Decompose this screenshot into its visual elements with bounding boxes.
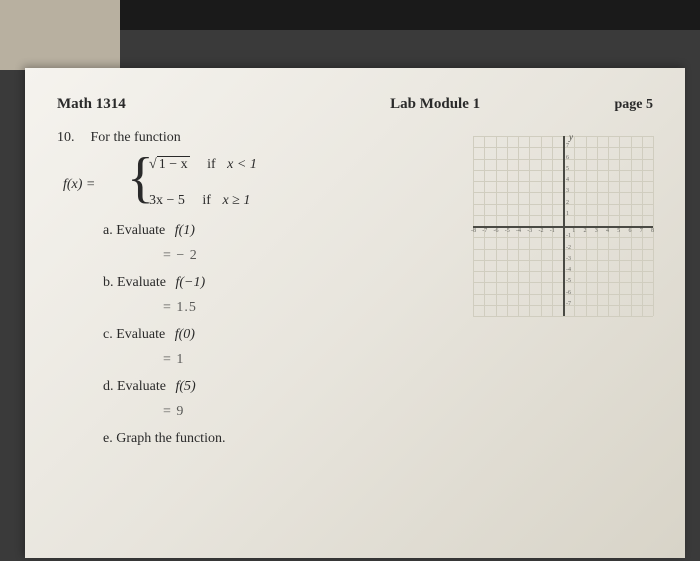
problem-intro: For the function bbox=[91, 130, 181, 145]
piece1-cond: x < 1 bbox=[227, 157, 257, 172]
x-tick-label: -3 bbox=[527, 228, 532, 234]
y-tick-label: -2 bbox=[566, 245, 571, 251]
c-answer: = 1 bbox=[163, 349, 653, 370]
piece1-radicand: 1 − x bbox=[157, 156, 190, 172]
y-tick-label: 6 bbox=[566, 155, 569, 161]
y-tick-label: 4 bbox=[566, 177, 569, 183]
d-text: Evaluate bbox=[117, 379, 166, 394]
e-label: e. bbox=[103, 431, 113, 446]
piece1-sqrt-sym: √ bbox=[149, 157, 157, 172]
y-axis bbox=[563, 136, 565, 316]
d-answer: = 9 bbox=[163, 401, 653, 422]
x-tick-label: -4 bbox=[516, 228, 521, 234]
c-fn: f(0) bbox=[175, 327, 195, 342]
grid-v-line bbox=[653, 136, 654, 316]
b-text: Evaluate bbox=[117, 275, 166, 290]
x-tick-label: 3 bbox=[595, 228, 598, 234]
laptop-edge bbox=[120, 0, 700, 30]
y-tick-label: -4 bbox=[566, 267, 571, 273]
subpart-e: e. Graph the function. bbox=[103, 428, 653, 449]
page-number: page 5 bbox=[614, 97, 653, 113]
x-tick-label: 2 bbox=[584, 228, 587, 234]
x-tick-label: -2 bbox=[539, 228, 544, 234]
subpart-d: d. Evaluate f(5) bbox=[103, 376, 653, 397]
x-tick-label: -6 bbox=[494, 228, 499, 234]
e-text: Graph the function. bbox=[116, 431, 225, 446]
a-fn: f(1) bbox=[175, 223, 195, 238]
d-label: d. bbox=[103, 379, 114, 394]
grid-h-line bbox=[473, 316, 653, 317]
y-axis-label: y bbox=[569, 132, 573, 142]
y-tick-label: 7 bbox=[566, 143, 569, 149]
d-fn: f(5) bbox=[175, 379, 195, 394]
y-tick-label: 2 bbox=[566, 200, 569, 206]
y-tick-label: -3 bbox=[566, 256, 571, 262]
subpart-c: c. Evaluate f(0) bbox=[103, 324, 653, 345]
x-tick-label: -5 bbox=[505, 228, 510, 234]
y-tick-label: 3 bbox=[566, 188, 569, 194]
y-tick-label: -5 bbox=[566, 278, 571, 284]
a-label: a. bbox=[103, 223, 113, 238]
x-tick-label: 4 bbox=[606, 228, 609, 234]
piece-1: √1 − x if x < 1 bbox=[149, 154, 257, 175]
y-tick-label: 1 bbox=[566, 211, 569, 217]
worksheet-paper: Math 1314 Lab Module 1 page 5 10. For th… bbox=[25, 68, 685, 558]
x-tick-label: -7 bbox=[482, 228, 487, 234]
x-tick-label: 1 bbox=[572, 228, 575, 234]
c-label: c. bbox=[103, 327, 113, 342]
c-text: Evaluate bbox=[116, 327, 165, 342]
y-tick-label: -6 bbox=[566, 290, 571, 296]
course-title: Math 1314 bbox=[57, 96, 126, 113]
problem-number: 10. bbox=[57, 127, 87, 148]
y-tick-label: -1 bbox=[566, 233, 571, 239]
piece1-if: if bbox=[207, 157, 216, 172]
x-tick-label: 6 bbox=[629, 228, 632, 234]
header-row: Math 1314 Lab Module 1 page 5 bbox=[57, 96, 653, 113]
x-tick-label: 5 bbox=[617, 228, 620, 234]
b-fn: f(−1) bbox=[175, 275, 205, 290]
piece2-expr: 3x − 5 bbox=[149, 193, 185, 208]
fx-label: f(x) = bbox=[63, 174, 95, 195]
y-tick-label: -7 bbox=[566, 301, 571, 307]
piece2-if: if bbox=[202, 193, 211, 208]
module-title: Lab Module 1 bbox=[390, 96, 480, 113]
x-tick-label: 8 bbox=[651, 228, 654, 234]
x-tick-label: -8 bbox=[471, 228, 476, 234]
x-tick-label: 7 bbox=[640, 228, 643, 234]
b-label: b. bbox=[103, 275, 114, 290]
y-tick-label: 5 bbox=[566, 166, 569, 172]
coordinate-grid: y-8-7-6-5-4-3-2-112345678-7-6-5-4-3-2-11… bbox=[473, 136, 653, 316]
piece-2: 3x − 5 if x ≥ 1 bbox=[149, 190, 250, 211]
background-wall bbox=[0, 0, 120, 70]
a-text: Evaluate bbox=[116, 223, 165, 238]
piece2-cond: x ≥ 1 bbox=[222, 193, 250, 208]
x-tick-label: -1 bbox=[550, 228, 555, 234]
